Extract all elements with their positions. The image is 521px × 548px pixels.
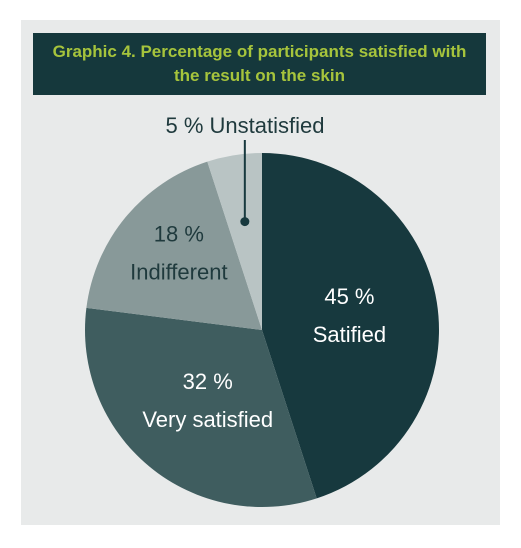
pie-slice-satified bbox=[262, 153, 439, 499]
chart-title-line-2: the result on the skin bbox=[174, 66, 345, 85]
pie-slice-unstatisfied bbox=[207, 153, 262, 330]
slice-value-label: 18 % bbox=[154, 221, 204, 246]
pie-slices bbox=[84, 153, 439, 508]
slice-category-label: Satified bbox=[313, 322, 386, 347]
pie-labels: 45 % Satified 32 % Very satisfied 18 % Indiff… bbox=[130, 221, 386, 431]
slice-value-label: 45 % bbox=[324, 284, 374, 309]
slice-category-label: Very satisfied bbox=[142, 407, 273, 432]
chart-title-line-1: Graphic 4. Percentage of participants sa… bbox=[52, 42, 467, 61]
slice-label-very-satisfied: 32 % Very satisfied bbox=[142, 369, 273, 432]
callout-dot bbox=[240, 217, 250, 227]
slice-label-satified: 45 % Satified bbox=[313, 284, 386, 347]
chart-title-box: Graphic 4. Percentage of participants sa… bbox=[33, 33, 486, 95]
pie-slice-very-satisfied bbox=[84, 307, 317, 508]
slice-category-label: Indifferent bbox=[130, 259, 227, 284]
pie-slice-indifferent bbox=[86, 161, 263, 330]
callout-label: 5 % Unstatisfied bbox=[166, 113, 325, 138]
slice-value-label: 32 % bbox=[183, 369, 233, 394]
slice-label-indifferent: 18 % Indifferent bbox=[130, 221, 227, 284]
